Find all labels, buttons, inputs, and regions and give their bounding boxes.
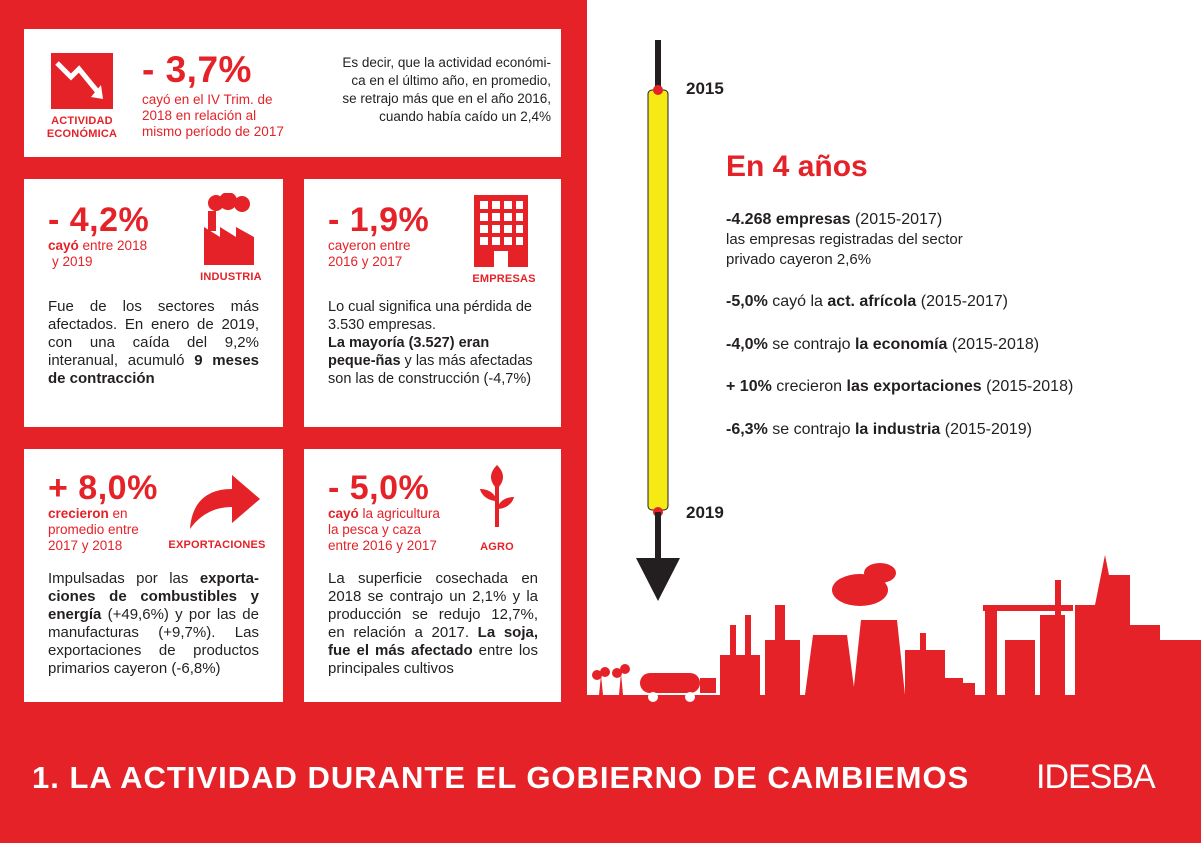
industria-subtitle: cayó entre 2018 y 2019 [48, 238, 148, 269]
empresas-value: - 1,9% [328, 201, 430, 239]
agro-value: - 5,0% [328, 469, 430, 507]
industria-body: Fue de los sectores más afectados. En en… [48, 298, 259, 387]
timeline-fact-5: -6,3% se contrajo la industria (2015-201… [726, 421, 1032, 438]
actividad-description: Es decir, que la actividad económi- ca e… [342, 55, 551, 124]
city-skyline-icon [585, 555, 1201, 715]
footer-band [0, 708, 1201, 843]
card-exportaciones: + 8,0% crecieron en promedio entre 2017 … [24, 449, 283, 702]
exportaciones-value: + 8,0% [48, 469, 158, 507]
industria-label: INDUSTRIA [200, 271, 262, 283]
agro-body: La superficie cosechada en 2018 se contr… [328, 570, 539, 677]
logo: IDESBA [1036, 758, 1156, 796]
timeline-start-year: 2015 [686, 79, 724, 98]
actividad-value: - 3,7% [142, 49, 252, 90]
timeline-fact-2: -5,0% cayó la act. afrícola (2015-2017) [726, 293, 1008, 310]
exportaciones-label: EXPORTACIONES [168, 539, 266, 551]
agro-label: AGRO [480, 541, 514, 553]
empresas-subtitle: cayeron entre 2016 y 2017 [328, 238, 411, 269]
curved-arrow-icon [190, 475, 260, 529]
timeline-fact-1: -4.268 empresas (2015-2017) las empresas… [726, 211, 963, 268]
timeline-headline: En 4 años [726, 150, 868, 183]
card-empresas: - 1,9% cayeron entre 2016 y 2017 EMPRESA… [304, 179, 561, 427]
card-agro: - 5,0% cayó la agricultura la pesca y ca… [304, 449, 561, 702]
exportaciones-body: Impulsadas por las exporta-ciones de com… [48, 570, 259, 677]
falling-chart-icon [51, 53, 113, 109]
timeline-fact-3: -4,0% se contrajo la economía (2015-2018… [726, 336, 1040, 353]
timeline-fact-4: + 10% crecieron las exportaciones (2015-… [726, 378, 1074, 395]
agro-subtitle: cayó la agricultura la pesca y caza entr… [328, 506, 440, 553]
card-industria: - 4,2% cayó entre 2018 y 2019 INDUSTRIA … [24, 179, 283, 427]
empresas-label: EMPRESAS [472, 273, 536, 285]
page-title: 1. LA ACTIVIDAD DURANTE EL GOBIERNO DE C… [32, 760, 970, 795]
timeline-arrow-icon [636, 40, 680, 601]
empresas-body: Lo cual significa una pérdida de 3.530 e… [328, 299, 533, 387]
exportaciones-subtitle: crecieron en promedio entre 2017 y 2018 [48, 506, 139, 553]
building-icon [474, 195, 528, 267]
timeline-end-year: 2019 [686, 503, 724, 522]
plant-icon [480, 465, 514, 527]
card-actividad: ACTIVIDAD ECONÓMICA - 3,7% cayó en el IV… [24, 29, 561, 157]
actividad-label: ACTIVIDAD ECONÓMICA [46, 115, 118, 140]
factory-icon [204, 193, 254, 265]
industria-value: - 4,2% [48, 201, 150, 239]
actividad-subtitle: cayó en el IV Trim. de 2018 en relación … [142, 92, 284, 139]
